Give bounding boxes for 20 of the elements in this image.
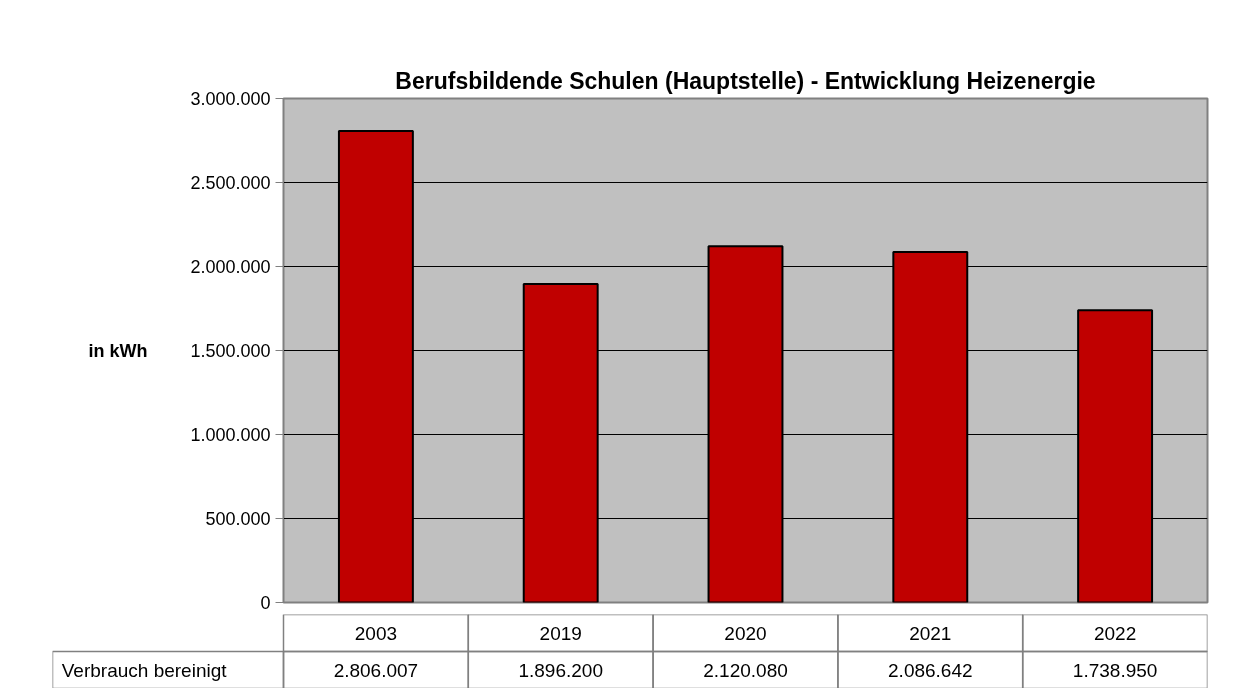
- x-tick-label: 2022: [1093, 622, 1137, 644]
- x-tick-label: 2019: [539, 622, 582, 644]
- data-label: 2.086.642: [888, 659, 973, 681]
- y-tick-label: 2.000.000: [190, 257, 271, 277]
- data-label: 1.738.950: [1072, 659, 1158, 681]
- x-tick-label: 2020: [724, 622, 767, 644]
- data-label: 2.806.007: [333, 659, 419, 681]
- text: Verbrauch bereinigt: [61, 659, 228, 681]
- y-tick-label: 1.500.000: [190, 341, 271, 361]
- y-tick-label: 1.000.000: [190, 425, 271, 445]
- y-tick-label: 0: [260, 593, 271, 613]
- y-axis-title: in kWh: [88, 340, 148, 361]
- chart-title: Berufsbildende Schulen (Hauptstelle) - Entwicklung Heizenergie: [395, 67, 1096, 94]
- x-tick-label: 2021: [909, 622, 952, 644]
- data-label: 2.120.080: [703, 659, 788, 681]
- data-label: 1.896.200: [518, 659, 603, 681]
- y-tick-label: 3.000.000: [190, 89, 271, 109]
- y-tick-label: 2.500.000: [190, 173, 271, 193]
- y-tick-label: 500.000: [205, 509, 271, 529]
- x-tick-label: 2003: [354, 622, 398, 644]
